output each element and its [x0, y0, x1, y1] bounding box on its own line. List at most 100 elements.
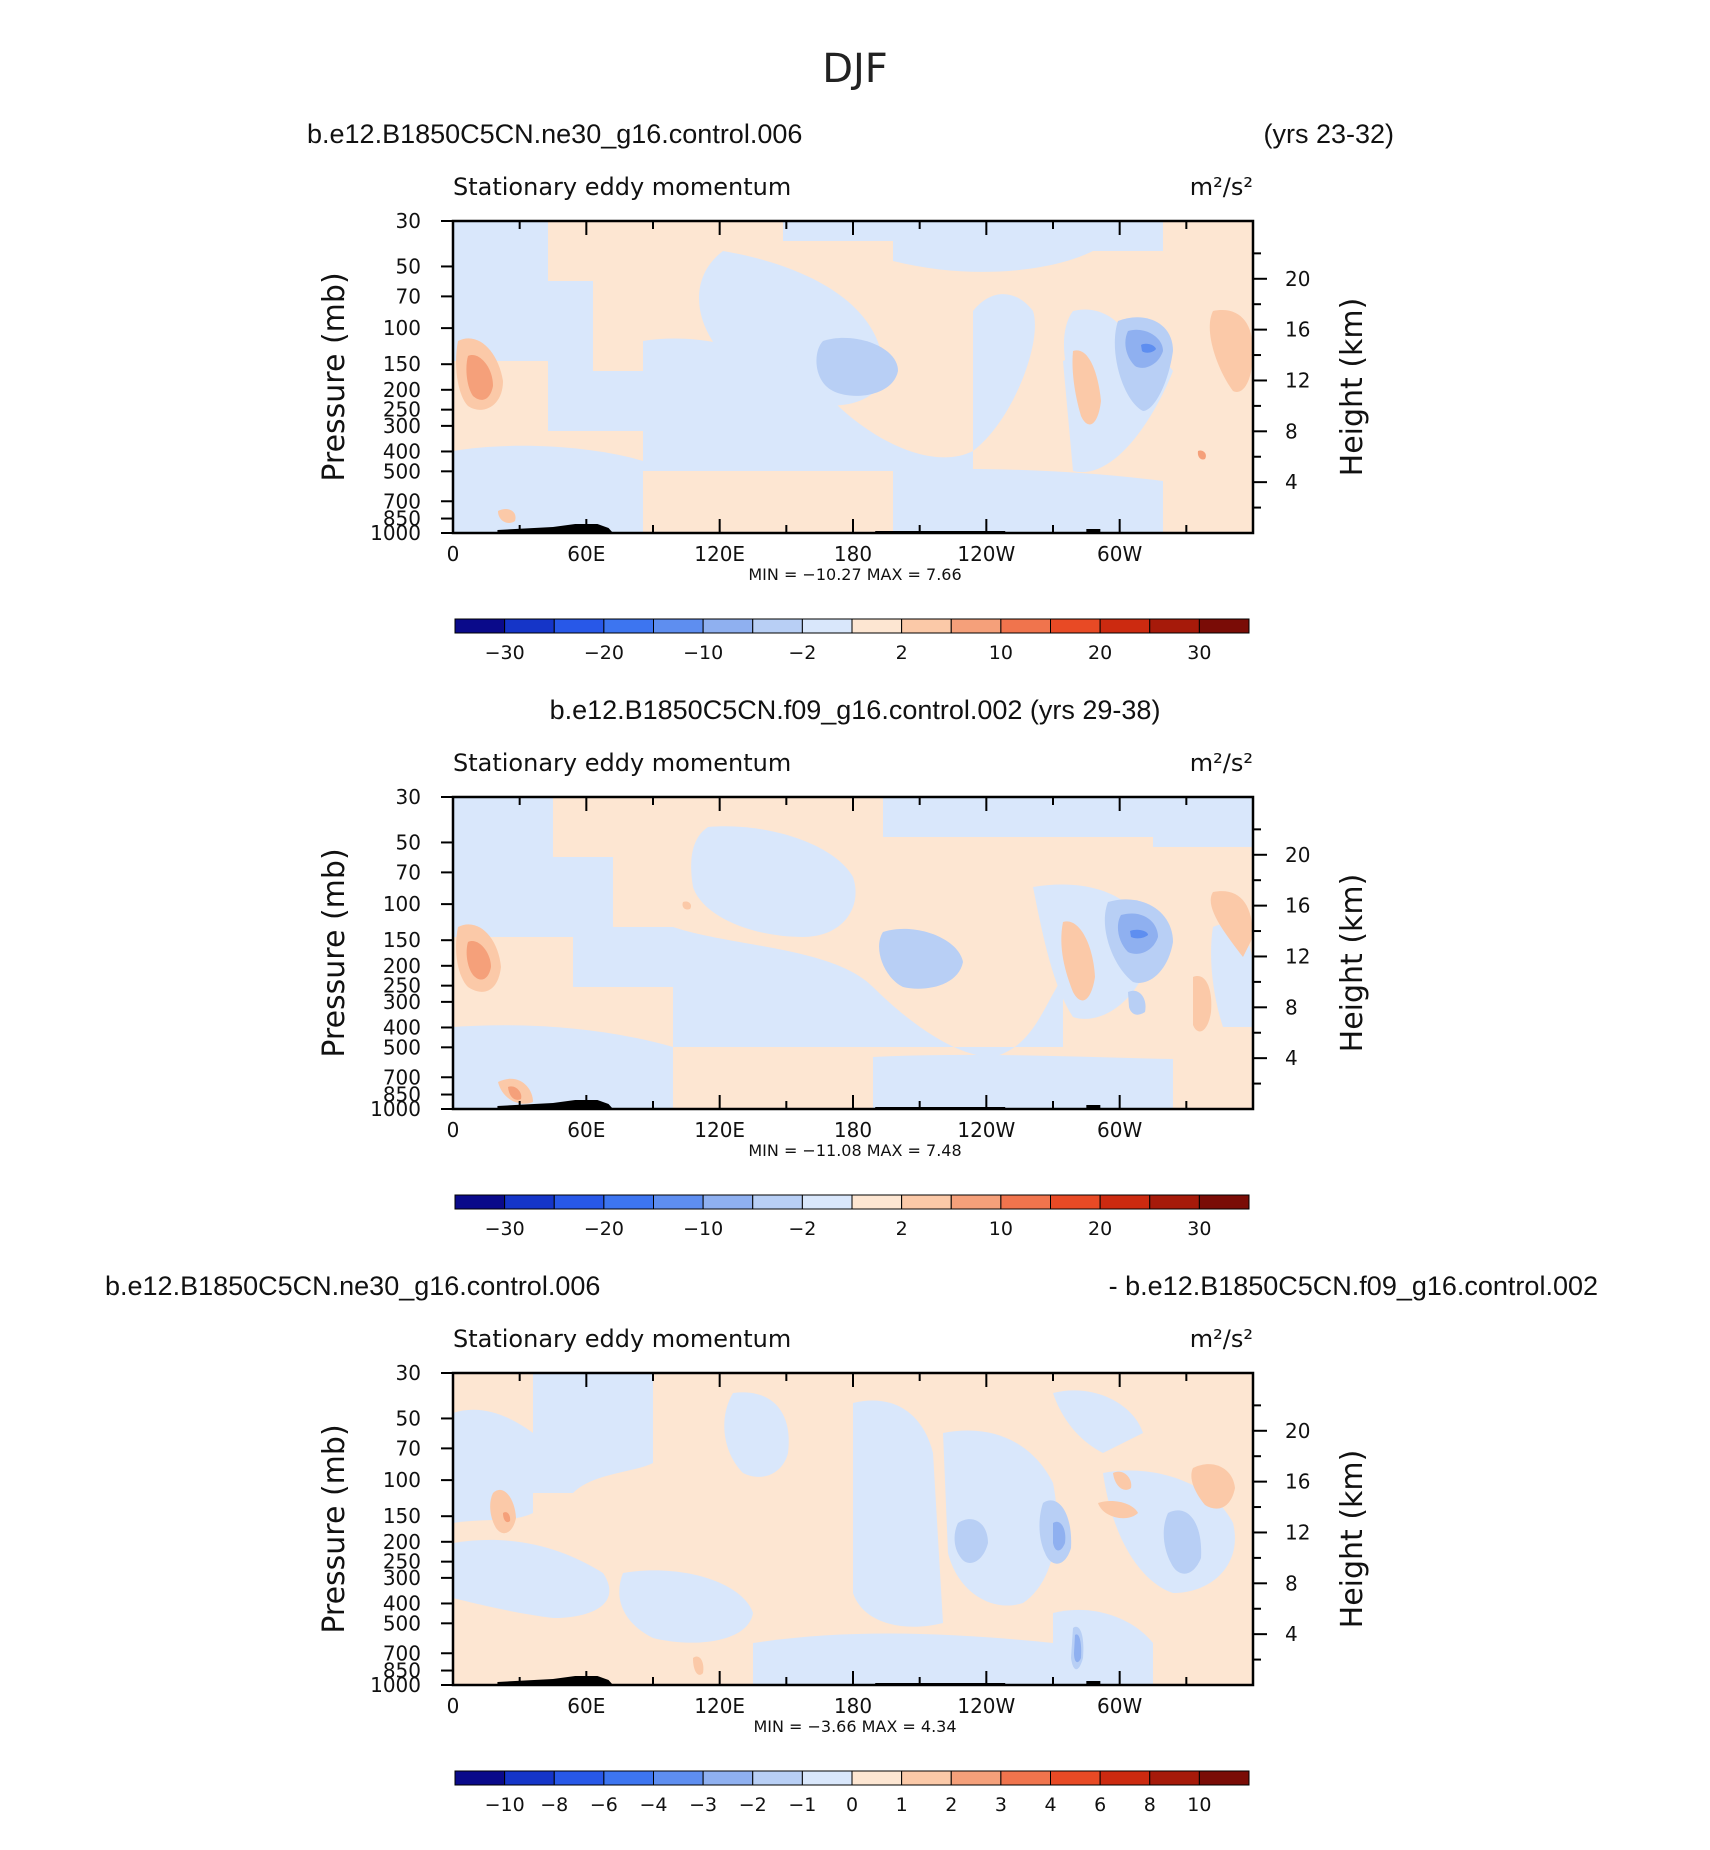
panel-left-title: b.e12.B1850C5CN.ne30_g16.control.006: [105, 1271, 600, 1301]
y-tick-label: 400: [383, 439, 421, 463]
x-tick-label: 120W: [957, 542, 1015, 566]
colorbar-swatch: [1050, 1194, 1101, 1210]
x-tick-label: 180: [834, 1118, 872, 1142]
y-tick-label: 500: [383, 1611, 421, 1635]
chart-panel-1: b.e12.B1850C5CN.ne30_g16.control.006 (yrs…: [307, 119, 1394, 664]
x-tick-label: 120W: [957, 1118, 1015, 1142]
colorbar-label: −10: [683, 642, 723, 664]
x-tick-label: 60E: [567, 542, 605, 566]
contour-region-19: [1210, 891, 1253, 957]
colorbar-swatch: [851, 1194, 903, 1210]
x-tick-label: 120E: [694, 1118, 745, 1142]
y-tick-label: 150: [383, 928, 421, 952]
colorbar-label: 3: [995, 1794, 1007, 1816]
y-axis-label: Pressure (mb): [317, 272, 352, 481]
y-tick-label: 700: [383, 1065, 421, 1089]
colorbar-swatch: [1000, 618, 1051, 634]
y2-tick-label: 4: [1285, 470, 1298, 494]
y-tick-label: 200: [383, 954, 421, 978]
contour-region-16: [1053, 1521, 1066, 1551]
colorbar-swatch: [1050, 1770, 1101, 1786]
colorbar-label: −30: [485, 642, 525, 664]
colorbar-label: −4: [639, 1794, 667, 1816]
colorbar-swatch: [752, 1770, 803, 1786]
colorbar-swatch: [851, 618, 903, 634]
y2-tick-label: 12: [1285, 1520, 1310, 1544]
y-tick-label: 850: [383, 1659, 421, 1683]
y2-axis-label: Height (km): [1335, 298, 1370, 477]
variable-units: m²/s²: [1190, 173, 1253, 201]
y-tick-label: 400: [383, 1015, 421, 1039]
contour-region-10: [816, 337, 898, 396]
contour-region-20: [1098, 1501, 1138, 1519]
colorbar-label: −20: [584, 642, 624, 664]
contour-region-3: [724, 1392, 789, 1477]
y2-axis-label: Height (km): [1335, 874, 1370, 1053]
colorbar-swatch: [851, 1770, 903, 1786]
colorbar-label: −10: [683, 1218, 723, 1240]
x-tick-label: 60E: [567, 1118, 605, 1142]
x-tick-label: 60W: [1097, 1694, 1142, 1718]
colorbar-swatch: [1000, 1770, 1051, 1786]
y-tick-label: 150: [383, 1504, 421, 1528]
y-tick-label: 200: [383, 378, 421, 402]
y-tick-label: 500: [383, 1035, 421, 1059]
x-tick-label: 0: [447, 1694, 460, 1718]
y-tick-label: 50: [396, 830, 421, 854]
min-max-stats: MIN = −10.27 MAX = 7.66: [748, 565, 961, 584]
colorbar-label: −2: [739, 1794, 767, 1816]
contour-region-8: [873, 1054, 1173, 1109]
contour-region-17: [1061, 921, 1095, 1001]
contour-region-2: [533, 1373, 653, 1493]
colorbar-swatch: [702, 618, 754, 634]
colorbar-swatch: [454, 618, 506, 634]
contour-region-5: [643, 294, 1035, 471]
contour-region-4: [1153, 797, 1253, 847]
chart-panel-2: b.e12.B1850C5CN.f09_g16.control.002 (yrs…: [317, 695, 1370, 1240]
contour-region-9: [893, 469, 1163, 533]
contour-field: [453, 221, 1253, 533]
field-features: [453, 797, 1253, 1109]
y-tick-label: 250: [383, 398, 421, 422]
contour-region-1: [453, 1409, 533, 1523]
colorbar-label: 8: [1144, 1794, 1156, 1816]
colorbar-swatch: [752, 1194, 803, 1210]
y-axis-right: 20 16 12 8 4 Height (km): [1253, 1404, 1370, 1661]
y2-tick-label: 16: [1285, 318, 1310, 342]
y-tick-label: 150: [383, 352, 421, 376]
y-tick-label: 100: [383, 892, 421, 916]
y2-tick-label: 20: [1285, 267, 1310, 291]
y-tick-label: 850: [383, 1083, 421, 1107]
x-tick-label: 60W: [1097, 542, 1142, 566]
colorbar-swatch: [1149, 1194, 1200, 1210]
y2-tick-label: 12: [1285, 944, 1310, 968]
y-tick-label: 300: [383, 414, 421, 438]
colorbar-label: 30: [1187, 1218, 1211, 1240]
contour-region-23: [1113, 1471, 1132, 1490]
colorbar-label: 10: [989, 1218, 1013, 1240]
colorbar-swatch: [1099, 1770, 1151, 1786]
x-tick-label: 0: [447, 1118, 460, 1142]
contour-region-5: [673, 927, 1063, 1057]
panel-right-title: - b.e12.B1850C5CN.f09_g16.control.002: [1109, 1271, 1598, 1301]
contour-region-1: [453, 221, 653, 431]
colorbar-label: 2: [896, 1218, 908, 1240]
colorbar-swatch: [1149, 618, 1200, 634]
colorbar-swatch: [1050, 618, 1101, 634]
x-tick-label: 0: [447, 542, 460, 566]
contour-region-17: [1209, 310, 1253, 392]
topography-africa: [497, 1100, 613, 1109]
x-tick-label: 120E: [694, 1694, 745, 1718]
contour-region-17: [1074, 1634, 1082, 1663]
colorbar-label: 1: [896, 1794, 908, 1816]
contour-field: [453, 1373, 1253, 1685]
variable-long-name: Stationary eddy momentum: [453, 1325, 791, 1353]
contour-region-14: [1130, 929, 1148, 939]
contour-region-5: [619, 1570, 753, 1643]
contour-region-6: [453, 445, 643, 533]
colorbar-swatch: [553, 1194, 605, 1210]
y2-tick-label: 16: [1285, 1470, 1310, 1494]
colorbar-label: 20: [1088, 1218, 1112, 1240]
